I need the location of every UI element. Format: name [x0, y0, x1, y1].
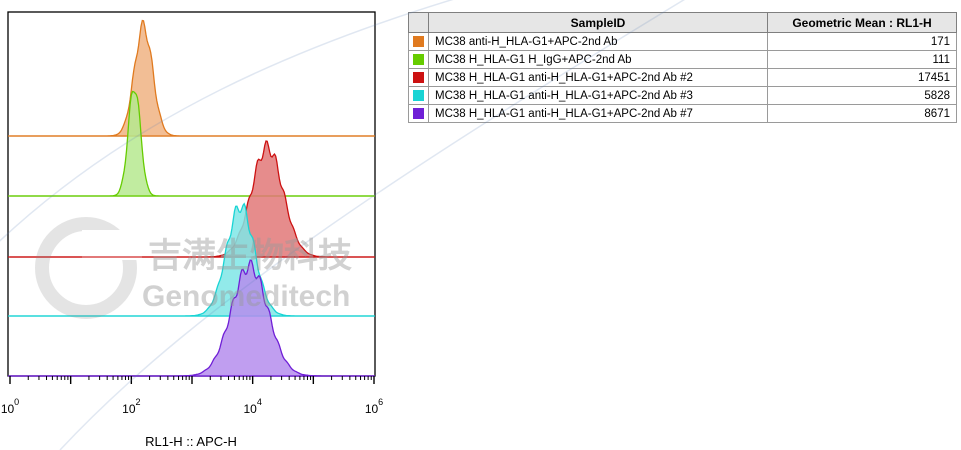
x-axis-ticks: [9, 376, 375, 384]
x-tick-label: 102: [122, 397, 140, 416]
geometric-mean-value: 5828: [767, 86, 957, 105]
sampleid-header: SampleID: [428, 12, 768, 33]
legend-row: MC38 H_HLA-G1 H_IgG+APC-2nd Ab 111: [408, 50, 957, 69]
histogram-plot: 100 102 104 106 RL1-H :: APC-H: [1, 11, 383, 449]
geometric-mean-value: 171: [767, 32, 957, 51]
x-axis-tick-labels: 100 102 104 106: [1, 397, 383, 416]
histogram-series: [8, 19, 375, 137]
histogram-layer: [8, 19, 375, 377]
sample-name: MC38 H_HLA-G1 H_IgG+APC-2nd Ab: [428, 50, 768, 69]
x-tick-label: 100: [1, 397, 19, 416]
sample-name: MC38 H_HLA-G1 anti-H_HLA-G1+APC-2nd Ab #…: [428, 68, 768, 87]
geomean-header: Geometric Mean : RL1-H: [767, 12, 957, 33]
histogram-area: [10, 202, 374, 317]
histogram-series: [8, 140, 375, 258]
legend-row: MC38 H_HLA-G1 anti-H_HLA-G1+APC-2nd Ab #…: [408, 104, 957, 123]
color-swatch: [413, 90, 424, 101]
x-tick-label: 104: [243, 397, 261, 416]
sample-name: MC38 anti-H_HLA-G1+APC-2nd Ab: [428, 32, 768, 51]
geometric-mean-value: 8671: [767, 104, 957, 123]
legend-table: SampleID Geometric Mean : RL1-H MC38 ant…: [408, 12, 957, 123]
color-swatch: [413, 72, 424, 83]
sample-name: MC38 H_HLA-G1 anti-H_HLA-G1+APC-2nd Ab #…: [428, 86, 768, 105]
legend-header-row: SampleID Geometric Mean : RL1-H: [408, 12, 957, 33]
x-axis-label: RL1-H :: APC-H: [145, 434, 237, 449]
color-swatch: [413, 108, 424, 119]
color-swatch: [413, 36, 424, 47]
histogram-series: [8, 90, 375, 197]
plot-frame: [7, 11, 376, 377]
color-swatch: [413, 54, 424, 65]
swatch-header: [408, 12, 429, 33]
legend-row: MC38 H_HLA-G1 anti-H_HLA-G1+APC-2nd Ab #…: [408, 86, 957, 105]
histogram-area: [10, 140, 374, 258]
histogram-area: [10, 19, 374, 137]
x-tick-label: 106: [365, 397, 383, 416]
histogram-series: [8, 202, 375, 317]
legend-row: MC38 H_HLA-G1 anti-H_HLA-G1+APC-2nd Ab #…: [408, 68, 957, 87]
geometric-mean-value: 111: [767, 50, 957, 69]
legend-row: MC38 anti-H_HLA-G1+APC-2nd Ab 171: [408, 32, 957, 51]
histogram-area: [10, 90, 374, 197]
geometric-mean-value: 17451: [767, 68, 957, 87]
sample-name: MC38 H_HLA-G1 anti-H_HLA-G1+APC-2nd Ab #…: [428, 104, 768, 123]
